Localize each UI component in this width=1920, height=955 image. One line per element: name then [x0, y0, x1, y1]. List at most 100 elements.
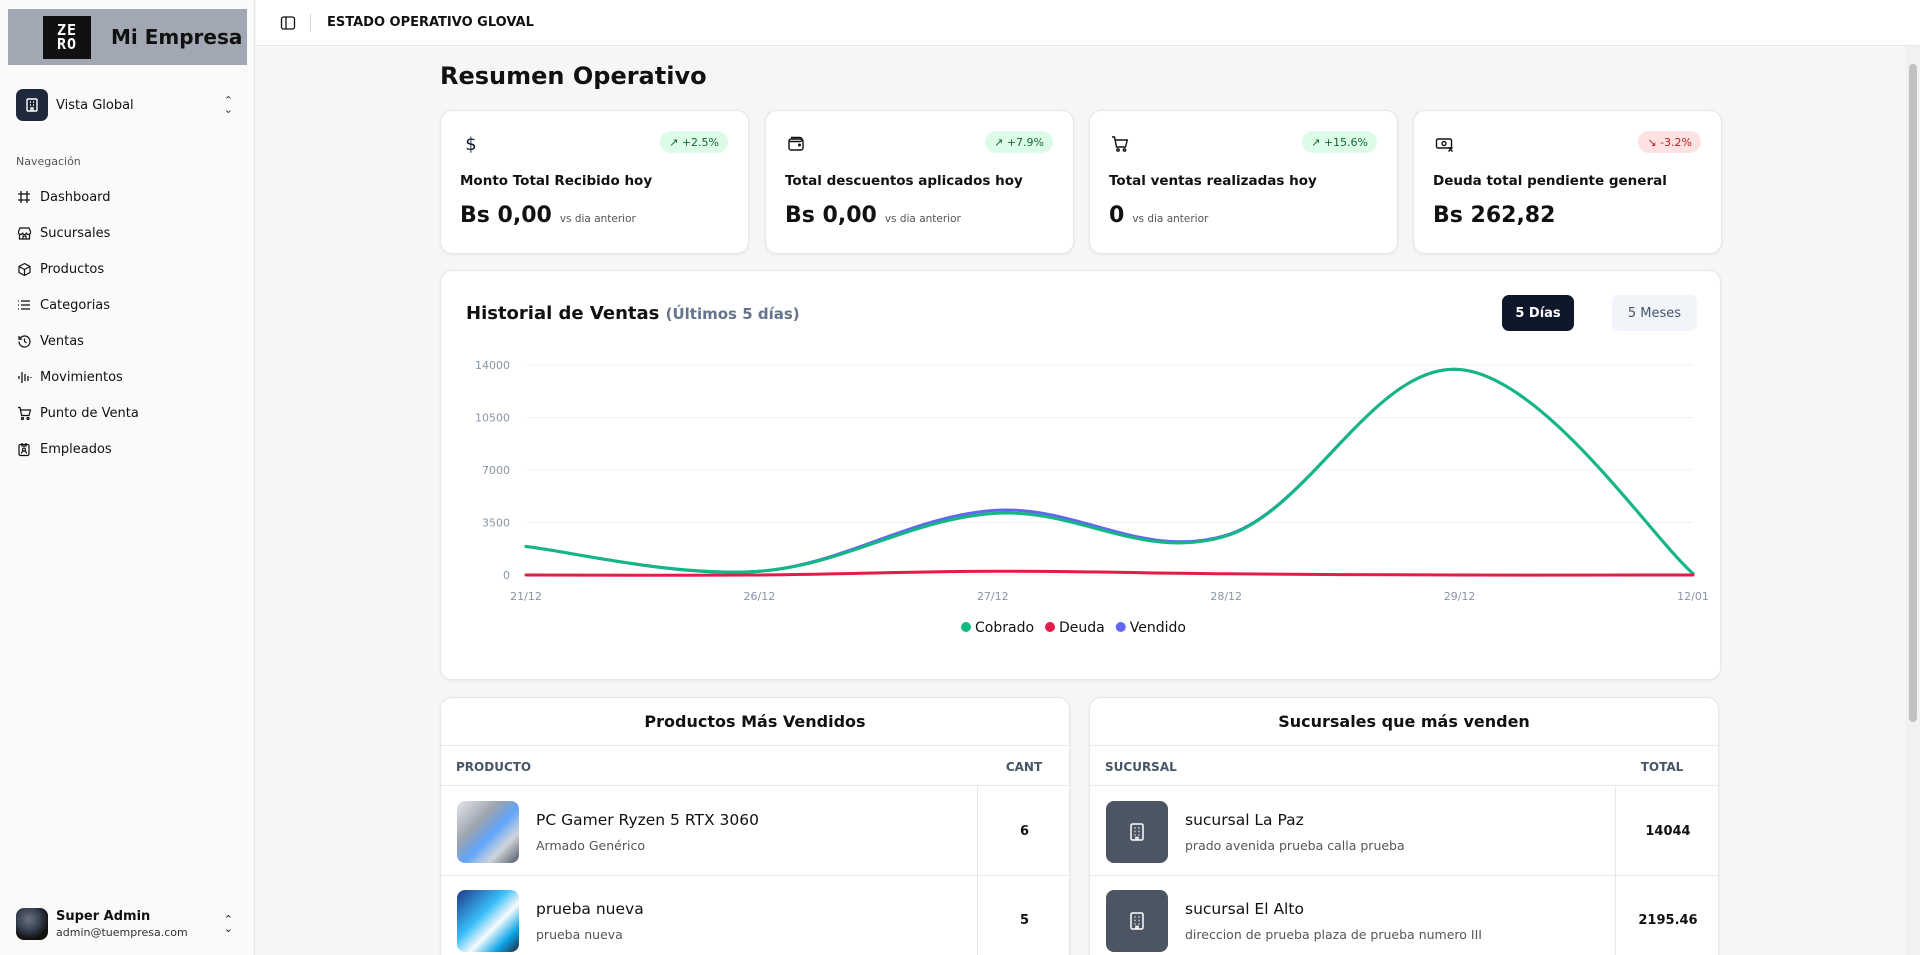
sidebar-item-ventas[interactable]: Ventas: [16, 323, 239, 359]
sidebar-item-label: Empleados: [40, 441, 112, 457]
column-header-total: TOTAL: [1640, 760, 1684, 774]
kpi-value: Bs 262,82: [1433, 203, 1556, 228]
table-header: SUCURSAL TOTAL: [1090, 746, 1718, 786]
y-tick-label: 3500: [482, 517, 510, 530]
sales-line-chart: 0 3500 7000 10500 14000 21/12 26/12 27/12 28/12 2…: [475, 359, 1709, 636]
column-header-qty: CANT: [1005, 760, 1043, 774]
kpi-value-row: Bs 262,82: [1433, 203, 1563, 228]
top-bar: ESTADO OPERATIVO GLOVAL: [256, 0, 1920, 46]
sidebar-item-label: Productos: [40, 261, 105, 277]
branch-name: sucursal El Alto: [1185, 900, 1304, 918]
sidebar-item-productos[interactable]: Productos: [16, 251, 239, 287]
legend-marker-deuda: [1045, 622, 1056, 632]
sidebar-item-label: Movimientos: [40, 369, 123, 385]
x-tick-label: 12/01: [1677, 590, 1709, 603]
sidebar-item-dashboard[interactable]: Dashboard: [16, 179, 239, 215]
user-name: Super Admin: [56, 909, 151, 924]
kpi-card-ventas: ↗ +15.6% Total ventas realizadas hoy 0 vs…: [1089, 110, 1398, 254]
x-tick-label: 26/12: [744, 590, 776, 603]
scrollbar-thumb[interactable]: [1909, 64, 1917, 722]
kpi-label: Monto Total Recibido hoy: [460, 173, 653, 189]
hash-icon: [16, 189, 32, 205]
kpi-label: Deuda total pendiente general: [1433, 173, 1667, 189]
badge-icon: [16, 441, 32, 457]
series-line-cobrado: [524, 367, 1695, 575]
view-switcher[interactable]: Vista Global ⌃ ⌄: [16, 88, 239, 122]
kpi-card-descuentos: ↗ +7.9% Total descuentos aplicados hoy B…: [765, 110, 1074, 254]
trending-up-icon: ↗: [669, 135, 682, 149]
trend-badge: ↗ +2.5%: [660, 131, 728, 153]
sidebar-toggle-button[interactable]: [276, 11, 300, 35]
kpi-label: Total ventas realizadas hoy: [1109, 173, 1317, 189]
top-branches-card: Sucursales que más venden SUCURSAL TOTAL…: [1089, 697, 1719, 955]
store-icon: [16, 225, 32, 241]
kpi-value: Bs 0,00: [785, 203, 877, 228]
product-qty: 5: [977, 876, 1071, 955]
kpi-compare: vs dia anterior: [1132, 213, 1209, 225]
product-name: PC Gamer Ryzen 5 RTX 3060: [536, 811, 759, 829]
chart-title: Historial de Ventas (Últimos 5 días): [466, 303, 800, 324]
y-tick-label: 10500: [475, 412, 510, 425]
legend-label-deuda: Deuda: [1059, 620, 1105, 636]
sidebar-item-empleados[interactable]: Empleados: [16, 431, 239, 467]
series-line-vendido: [524, 367, 1695, 575]
table-title: Productos Más Vendidos: [441, 698, 1069, 746]
sidebar-item-label: Dashboard: [40, 189, 111, 205]
brand-header[interactable]: ZE RO Mi Empresa: [8, 9, 247, 65]
sidebar-item-sucursales[interactable]: Sucursales: [16, 215, 239, 251]
table-row[interactable]: prueba nueva prueba nueva 5: [441, 876, 1069, 955]
product-qty: 6: [977, 787, 1071, 876]
view-switcher-label: Vista Global: [56, 97, 134, 113]
sidebar-item-label: Categorias: [40, 297, 111, 313]
sidebar-item-punto-de-venta[interactable]: Punto de Venta: [16, 395, 239, 431]
user-menu[interactable]: Super Admin admin@tuempresa.com ⌃ ⌄: [16, 906, 239, 942]
cart-icon: [16, 405, 32, 421]
sidebar-item-label: Punto de Venta: [40, 405, 139, 421]
avatar: [16, 908, 48, 940]
page-title: Resumen Operativo: [440, 62, 707, 90]
chevrons-up-down-icon: ⌃ ⌄: [223, 913, 233, 935]
chevrons-up-down-icon: ⌃ ⌄: [223, 94, 233, 116]
company-logo: ZE RO: [43, 15, 91, 59]
table-row[interactable]: sucursal La Paz prado avenida prueba cal…: [1090, 787, 1718, 876]
product-thumbnail: [457, 890, 519, 952]
sidebar-item-categorias[interactable]: Categorias: [16, 287, 239, 323]
kpi-value: Bs 0,00: [460, 203, 552, 228]
trending-up-icon: ↗: [994, 135, 1007, 149]
banknote-x-icon: [1433, 133, 1455, 155]
nav-section-title: Navegación: [16, 155, 81, 168]
branch-address: prado avenida prueba calla prueba: [1185, 838, 1405, 853]
range-5-days-button[interactable]: 5 Días: [1502, 295, 1574, 331]
building-icon: [16, 89, 48, 121]
table-row[interactable]: PC Gamer Ryzen 5 RTX 3060 Armado Genéric…: [441, 787, 1069, 876]
legend-marker-cobrado: [961, 622, 971, 632]
branch-total: 2195.46: [1615, 876, 1720, 955]
history-icon: [16, 333, 32, 349]
building-icon: [1106, 801, 1168, 863]
y-tick-label: 7000: [482, 464, 510, 477]
sidebar-item-label: Sucursales: [40, 225, 111, 241]
product-name: prueba nueva: [536, 900, 644, 918]
legend-marker-vendido: [1115, 622, 1126, 632]
y-tick-label: 0: [503, 569, 510, 582]
list-icon: [16, 297, 32, 313]
sidebar-item-movimientos[interactable]: Movimientos: [16, 359, 239, 395]
building-icon: [1106, 890, 1168, 952]
page-header-title: ESTADO OPERATIVO GLOVAL: [327, 15, 534, 30]
dollar-icon: $: [465, 133, 477, 155]
range-5-months-button[interactable]: 5 Meses: [1612, 295, 1697, 331]
top-products-card: Productos Más Vendidos PRODUCTO CANT PC …: [440, 697, 1070, 955]
panel-left-icon: [280, 15, 296, 30]
x-tick-label: 28/12: [1210, 590, 1242, 603]
sidebar: ZE RO Mi Empresa Vista Global ⌃ ⌄ Navegaci…: [0, 0, 255, 955]
cart-icon: [1109, 133, 1131, 155]
column-header-product: PRODUCTO: [456, 760, 532, 774]
brand-name: Mi Empresa: [111, 25, 243, 49]
legend-label-vendido: Vendido: [1130, 620, 1186, 636]
sales-history-card: Historial de Ventas (Últimos 5 días) 5 D…: [440, 270, 1721, 680]
kpi-card-monto-recibido: $ ↗ +2.5% Monto Total Recibido hoy Bs 0,…: [440, 110, 749, 254]
table-row[interactable]: sucursal El Alto direccion de prueba pla…: [1090, 876, 1718, 955]
kpi-value-row: Bs 0,00 vs dia anterior: [460, 203, 636, 228]
wallet-icon: [785, 133, 807, 155]
chart-subtitle: (Últimos 5 días): [665, 305, 800, 323]
